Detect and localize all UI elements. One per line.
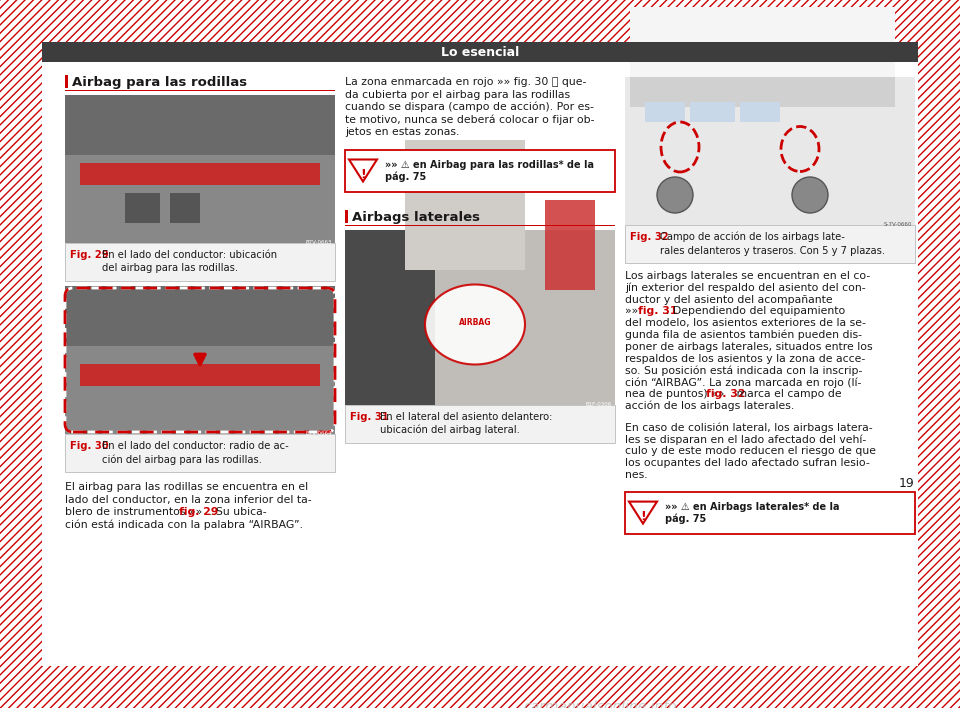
Bar [125,193,160,223]
Text: »» ⚠ en Airbags laterales* de la: »» ⚠ en Airbags laterales* de la [665,501,839,512]
Bar [625,77,915,225]
Bar [65,75,68,88]
Bar [80,364,320,386]
Text: acción de los airbags laterales.: acción de los airbags laterales. [625,401,794,411]
Text: nes.: nes. [625,470,648,480]
Bar [0,0,960,42]
Bar [690,102,735,122]
Text: AIRBAG: AIRBAG [459,318,492,327]
Text: Fig. 31: Fig. 31 [350,411,389,421]
Text: gunda fila de asientos también pueden dis-: gunda fila de asientos también pueden di… [625,330,862,341]
Text: carmanualsonline.info: carmanualsonline.info [523,700,677,708]
Text: les se disparan en el lado afectado del vehí-: les se disparan en el lado afectado del … [625,435,866,445]
Bar [65,434,335,472]
Bar [65,95,335,243]
Bar [345,149,615,191]
Text: Airbags laterales: Airbags laterales [352,210,480,224]
Text: jín exterior del respaldo del asiento del con-: jín exterior del respaldo del asiento de… [625,282,866,293]
Bar [405,139,525,270]
Text: B7V-0664: B7V-0664 [305,431,332,436]
Text: En el lado del conductor: radio de ac-
ción del airbag para las rodillas.: En el lado del conductor: radio de ac- c… [102,441,289,465]
Bar [625,491,915,534]
Text: marca el campo de: marca el campo de [733,389,842,399]
Text: El airbag para las rodillas se encuentra en el: El airbag para las rodillas se encuentra… [65,482,308,492]
Text: ductor y del asiento del acompañante: ductor y del asiento del acompañante [625,295,832,304]
Circle shape [657,177,693,213]
Bar [345,224,615,226]
Polygon shape [349,159,377,181]
Text: Fig. 29: Fig. 29 [70,250,108,260]
Text: En el lado del conductor: ubicación
del airbag para las rodillas.: En el lado del conductor: ubicación del … [102,250,277,273]
Bar [0,42,42,666]
Bar [345,210,348,222]
Text: lado del conductor, en la zona inferior del ta-: lado del conductor, en la zona inferior … [65,494,312,505]
Circle shape [792,177,828,213]
Bar [630,77,895,107]
Bar [918,42,960,666]
Text: B7V-0663: B7V-0663 [305,240,332,245]
Text: »»: »» [625,307,641,316]
Text: poner de airbags laterales, situados entre los: poner de airbags laterales, situados ent… [625,342,873,352]
Text: En caso de colisión lateral, los airbags latera-: En caso de colisión lateral, los airbags… [625,423,873,433]
Text: !: ! [640,510,646,523]
Text: . Dependiendo del equipamiento: . Dependiendo del equipamiento [665,307,845,316]
Bar [65,95,335,155]
Text: Lo esencial: Lo esencial [441,45,519,59]
Text: respaldos de los asientos y la zona de acce-: respaldos de los asientos y la zona de a… [625,353,865,364]
Text: »» ⚠ en Airbag para las rodillas* de la: »» ⚠ en Airbag para las rodillas* de la [385,159,594,169]
Text: te motivo, nunca se deberá colocar o fijar ob-: te motivo, nunca se deberá colocar o fij… [345,115,594,125]
Bar [740,102,780,122]
Text: Fig. 32: Fig. 32 [630,232,668,242]
Bar [0,666,960,708]
Text: En el lateral del asiento delantero:
ubicación del airbag lateral.: En el lateral del asiento delantero: ubi… [380,411,552,435]
Text: fig. 32: fig. 32 [706,389,746,399]
Bar [625,225,915,263]
Text: 19: 19 [899,477,914,490]
Bar [42,42,918,62]
Text: fig. 31: fig. 31 [638,307,678,316]
Bar [345,229,435,404]
Text: ción está indicada con la palabra “AIRBAG”.: ción está indicada con la palabra “AIRBA… [65,520,303,530]
Text: fig. 29: fig. 29 [179,507,218,517]
Bar [80,163,320,185]
Bar [65,90,335,91]
Text: ción “AIRBAG”. La zona marcada en rojo (lí-: ción “AIRBAG”. La zona marcada en rojo (… [625,377,861,388]
Text: so. Su posición está indicada con la inscrip-: so. Su posición está indicada con la ins… [625,365,862,376]
Bar [645,102,685,122]
Text: Fig. 30: Fig. 30 [70,441,108,451]
Bar [545,200,595,290]
Text: S-7V-0660: S-7V-0660 [883,222,912,227]
Text: los ocupantes del lado afectado sufran lesio-: los ocupantes del lado afectado sufran l… [625,458,870,468]
Text: cuando se dispara (campo de acción). Por es-: cuando se dispara (campo de acción). Por… [345,102,594,113]
Bar [65,286,335,434]
Polygon shape [629,501,657,524]
Text: Los airbags laterales se encuentran en el co-: Los airbags laterales se encuentran en e… [625,271,871,281]
Text: jetos en estas zonas.: jetos en estas zonas. [345,127,460,137]
Text: Campo de acción de los airbags late-
rales delanteros y traseros. Con 5 y 7 plaz: Campo de acción de los airbags late- ral… [660,232,885,256]
Text: culo y de este modo reducen el riesgo de que: culo y de este modo reducen el riesgo de… [625,446,876,456]
Text: !: ! [360,168,366,181]
Bar [65,243,335,281]
Bar [630,7,895,107]
Text: La zona enmarcada en rojo »» fig. 30 Ⓐ que-: La zona enmarcada en rojo »» fig. 30 Ⓐ q… [345,77,587,87]
Ellipse shape [425,285,525,365]
Text: del modelo, los asientos exteriores de la se-: del modelo, los asientos exteriores de l… [625,318,866,329]
Bar [65,286,335,346]
Text: pág. 75: pág. 75 [385,171,426,182]
Text: B1F-0306: B1F-0306 [586,401,612,406]
Bar [170,193,200,223]
Text: blero de instrumentos »»: blero de instrumentos »» [65,507,205,517]
Text: Airbag para las rodillas: Airbag para las rodillas [72,76,247,89]
Bar [345,229,615,404]
Bar [345,404,615,442]
Text: nea de puntos) »»: nea de puntos) »» [625,389,728,399]
Text: . Su ubica-: . Su ubica- [208,507,266,517]
Text: da cubierta por el airbag para las rodillas: da cubierta por el airbag para las rodil… [345,89,570,100]
Text: pág. 75: pág. 75 [665,513,707,524]
